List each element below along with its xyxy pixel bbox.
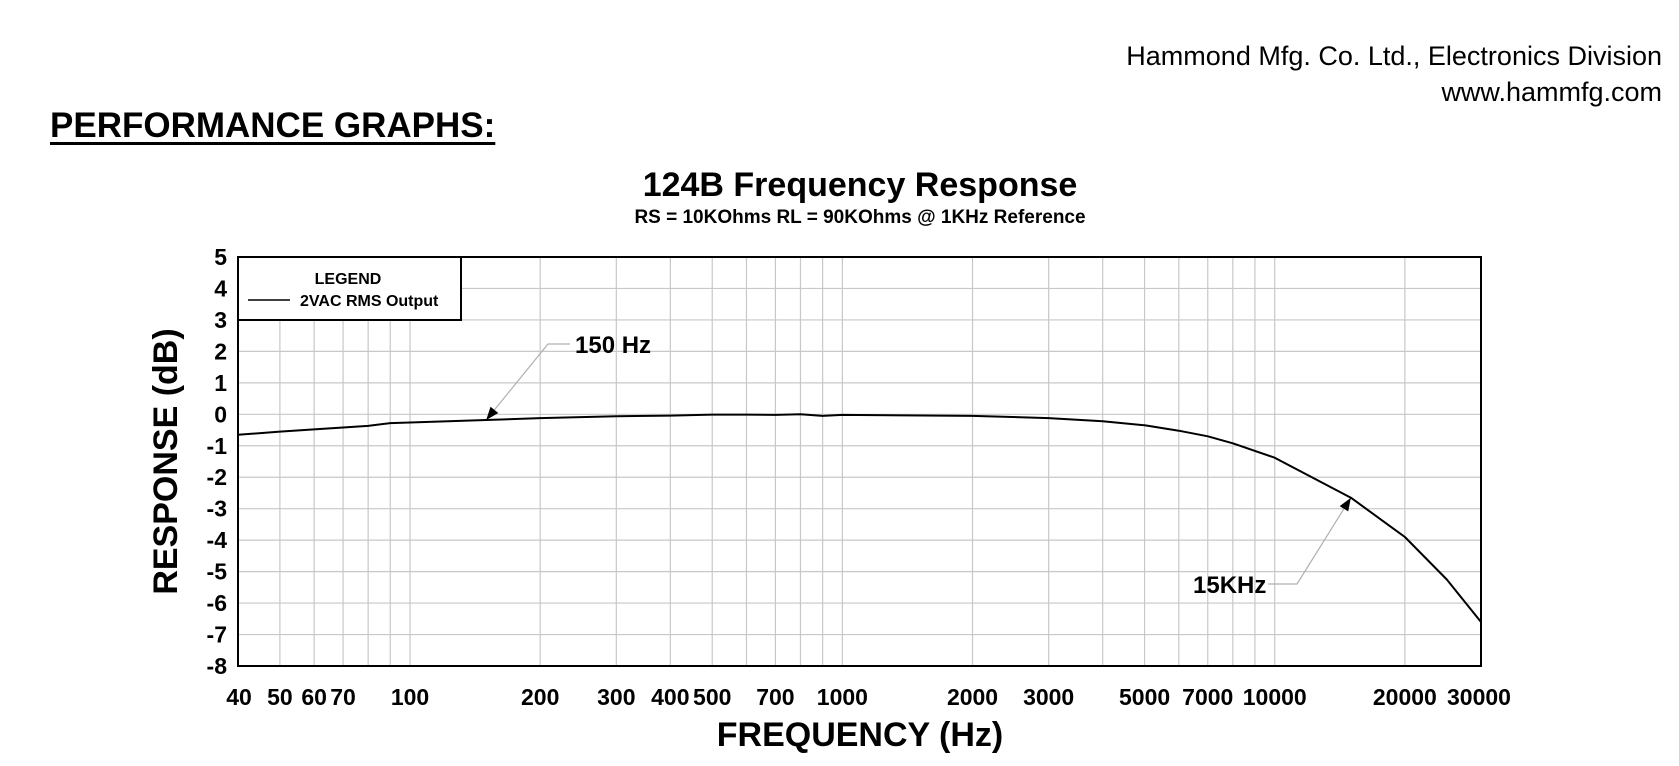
x-tick-label: 70 [330,684,356,710]
chart-series [237,413,1482,623]
y-tick-labels: 5 4 3 2 1 0 -1 -2 -3 -4 -5 -6 -7 -8 [207,244,228,679]
x-tick-label: 50 [267,684,293,710]
x-tick-label: 1000 [817,684,868,710]
y-tick-label: 0 [214,401,227,427]
y-tick-label: 5 [214,244,227,270]
chart-legend: LEGEND 2VAC RMS Output [237,256,462,321]
annotation-150hz-arrowhead [486,406,499,420]
x-tick-label: 200 [521,684,559,710]
annotation-150hz-label: 150 Hz [575,332,651,359]
y-tick-label: 1 [214,370,227,396]
x-tick-label: 5000 [1119,684,1170,710]
y-tick-label: -5 [207,559,228,585]
y-tick-label: -4 [207,527,228,553]
x-axis-label: FREQUENCY (Hz) [717,716,1004,754]
legend-box [237,256,462,321]
y-axis-label: RESPONSE (dB) [147,328,185,594]
x-tick-labels: 40 50 60 70 100 200 300 400 500 700 1000 2000 3000 50… [226,684,1511,710]
y-tick-label: -8 [207,653,228,679]
chart-title: 124B Frequency Response [643,166,1078,204]
legend-entry-label: 2VAC RMS Output [300,293,439,310]
plot-frame [237,256,1482,667]
x-tick-label: 3000 [1023,684,1074,710]
y-tick-label: -2 [207,464,227,490]
company-name: Hammond Mfg. Co. Ltd., Electronics Divis… [1126,41,1662,71]
chart-grid [237,256,1482,667]
section-title: PERFORMANCE GRAPHS: [50,106,496,145]
y-tick-label: 3 [214,307,227,333]
x-tick-label: 60 [301,684,327,710]
y-tick-label: 4 [214,275,227,301]
x-tick-label: 500 [693,684,731,710]
chart-annotations: 150 Hz 15KHz [486,332,1351,599]
y-tick-label: -7 [207,622,227,648]
x-tick-label: 300 [597,684,635,710]
chart-subtitle: RS = 10KOhms RL = 90KOhms @ 1KHz Referen… [634,207,1085,228]
x-tick-label: 100 [391,684,429,710]
y-tick-label: -6 [207,590,227,616]
x-tick-label: 20000 [1373,684,1437,710]
legend-title: LEGEND [315,271,382,288]
annotation-15khz-label: 15KHz [1193,572,1266,599]
annotation-15khz-leader [1268,508,1345,585]
y-tick-label: 2 [214,338,227,364]
x-tick-label: 30000 [1447,684,1511,710]
annotation-150hz-leader [493,343,570,411]
series-line [237,413,1482,623]
company-header: Hammond Mfg. Co. Ltd., Electronics Divis… [1126,38,1662,110]
y-tick-label: -1 [207,433,228,459]
x-tick-label: 40 [226,684,252,710]
x-tick-label: 2000 [947,684,998,710]
x-tick-label: 10000 [1243,684,1307,710]
x-tick-label: 700 [756,684,794,710]
x-tick-label: 400 [651,684,689,710]
company-website: www.hammfg.com [1441,77,1662,107]
annotation-15khz-arrowhead [1339,497,1351,512]
x-tick-label: 7000 [1182,684,1233,710]
y-tick-label: -3 [207,496,227,522]
